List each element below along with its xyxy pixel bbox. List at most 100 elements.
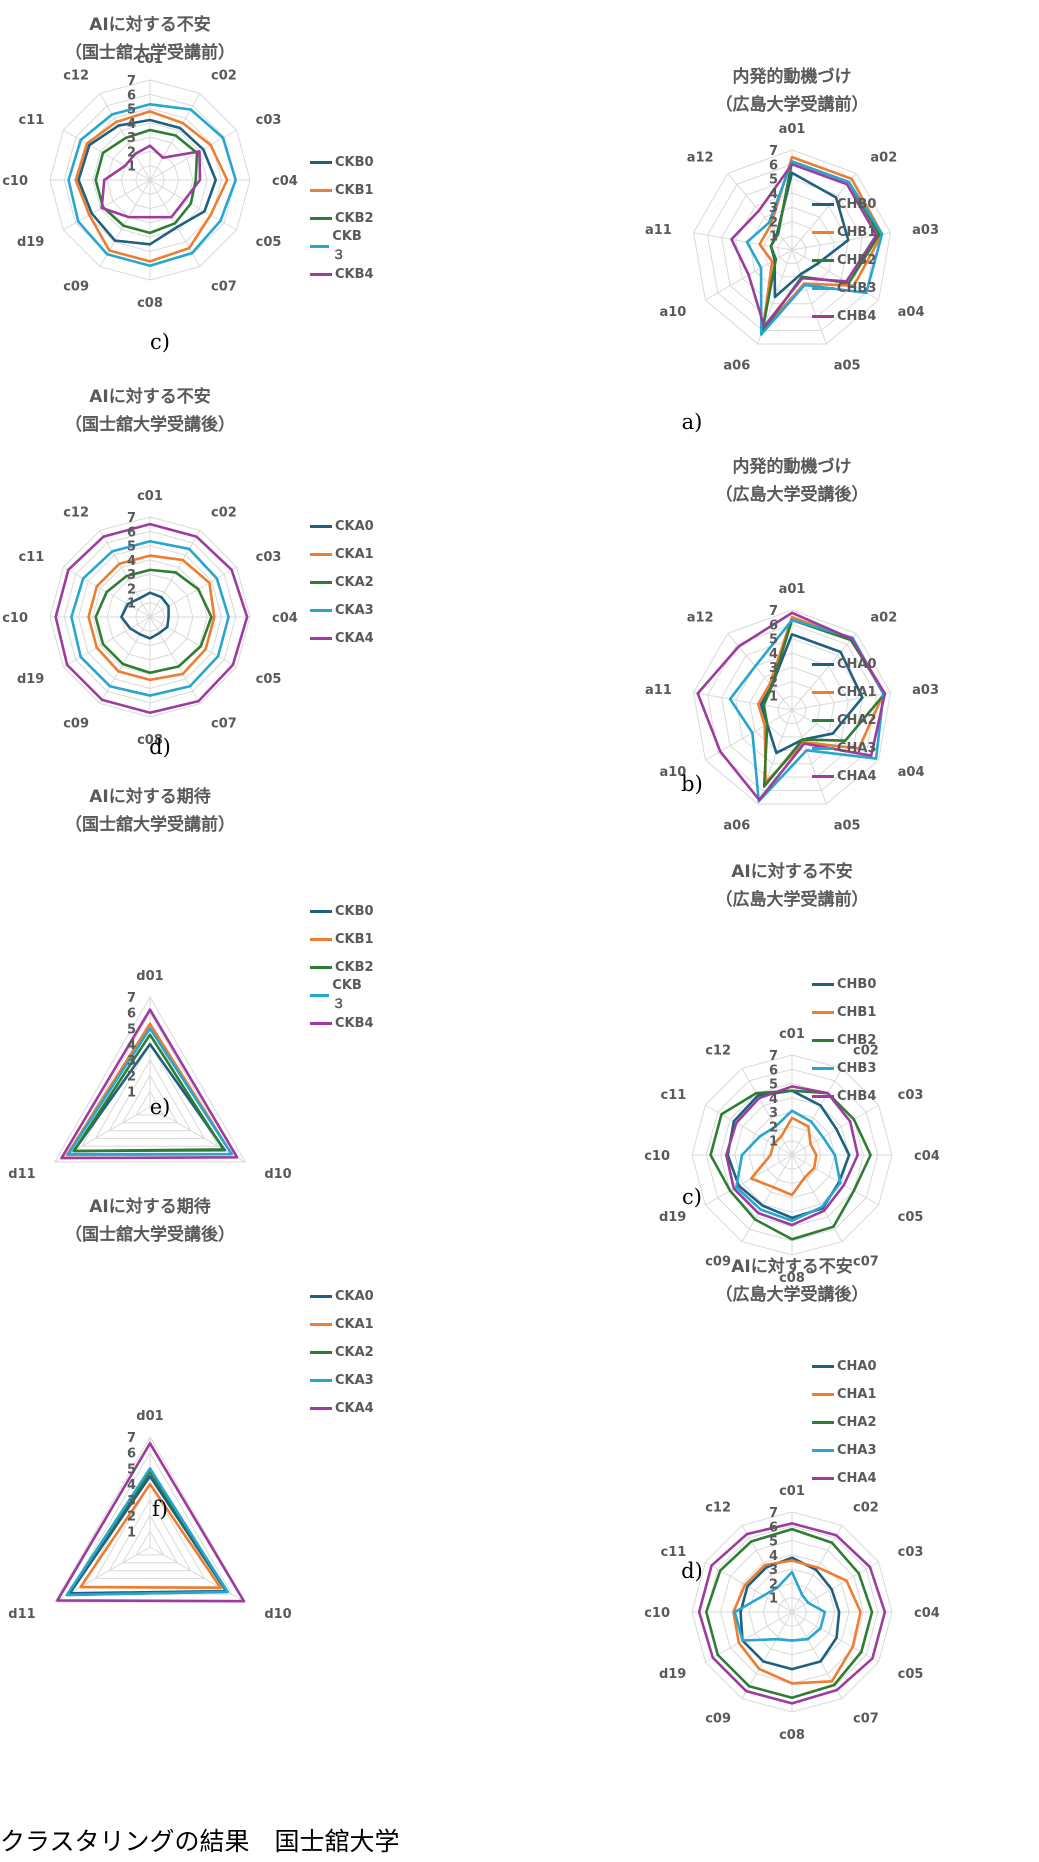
legend-label: CKB1 xyxy=(335,931,374,947)
grid-spoke xyxy=(693,692,793,711)
series-line-cha3 xyxy=(733,1570,827,1642)
tick-label: 4 xyxy=(769,1549,778,1564)
series-line-cha4 xyxy=(696,611,887,802)
panel-label: e) xyxy=(149,1095,171,1119)
axis-label: a05 xyxy=(834,819,861,834)
legend-item: CKA1 xyxy=(310,1310,374,1338)
tick-label: 7 xyxy=(769,1506,778,1521)
chart-title: 内発的動機づけ xyxy=(732,67,852,87)
grid-ring xyxy=(777,235,807,264)
tick-label: 3 xyxy=(769,661,778,676)
axis-label: a06 xyxy=(723,819,750,834)
radar-panel-hm-pre: 内発的動機づけ （広島大学受講前） 1 2 3 4 5 6 7 a01 a02 a03 a04 a05 a0… xyxy=(645,67,1039,490)
legend-item: CKA4 xyxy=(310,624,374,652)
axis-label: c07 xyxy=(853,1255,879,1270)
tick-label: 4 xyxy=(127,1478,136,1493)
legend-swatch xyxy=(812,1476,834,1480)
legend-label: CKA3 xyxy=(335,1372,374,1388)
legend-label: CHA2 xyxy=(837,1414,877,1430)
legend-swatch xyxy=(812,314,834,318)
legend-item: CHB1 xyxy=(812,218,876,246)
series-line-cka3 xyxy=(70,539,230,697)
series-line-cha0 xyxy=(759,632,864,755)
tick-label: 2 xyxy=(127,582,136,597)
grid-spoke xyxy=(99,179,151,267)
tick-label: 4 xyxy=(127,117,136,132)
grid-ring xyxy=(94,1043,206,1139)
tick-label: 5 xyxy=(769,1535,778,1550)
legend-label: CKB2 xyxy=(335,959,374,975)
grid-spoke xyxy=(791,249,827,345)
grid-ring xyxy=(692,149,892,345)
axis-label: c09 xyxy=(705,1712,731,1727)
axis-label: c02 xyxy=(211,505,237,520)
chart-legend: CHA0 CHA1 CHA2 CHA3 CHA4 xyxy=(812,1352,877,1492)
legend-swatch xyxy=(310,937,332,941)
axis-label: a05 xyxy=(834,359,861,374)
tick-label: 6 xyxy=(769,1520,778,1535)
legend-swatch xyxy=(812,286,834,290)
series-line-cka1 xyxy=(87,554,216,682)
axis-label: d11 xyxy=(8,1167,35,1182)
chart-legend: CHB0 CHB1 CHB2 CHB3 CHB4 xyxy=(812,970,876,1110)
series-line-cha1 xyxy=(732,1559,862,1685)
legend-label: CKA2 xyxy=(335,574,374,590)
tick-label: 5 xyxy=(127,1022,136,1037)
legend-swatch xyxy=(310,1378,332,1382)
legend-swatch xyxy=(310,580,332,584)
axis-label: c10 xyxy=(644,1149,670,1164)
legend-swatch xyxy=(310,1294,332,1298)
legend-label: CKB2 xyxy=(335,210,374,226)
chart-subtitle: （国士舘大学受講前） xyxy=(65,43,235,63)
legend-swatch xyxy=(812,1094,834,1098)
axis-label: c12 xyxy=(705,1043,731,1058)
axis-label: c05 xyxy=(256,235,282,250)
legend-swatch xyxy=(812,1420,834,1424)
legend-item: CHA3 xyxy=(812,1436,877,1464)
axis-label: c04 xyxy=(914,1606,940,1621)
axis-label: c09 xyxy=(63,717,89,732)
grid-ring xyxy=(749,666,835,751)
series-line-cha2 xyxy=(704,1527,874,1700)
legend-item: CHB3 xyxy=(812,274,876,302)
tick-label: 1 xyxy=(769,690,778,705)
legend-swatch xyxy=(812,690,834,694)
grid-spoke xyxy=(99,93,151,181)
axis-label: c12 xyxy=(63,505,89,520)
grid-spoke xyxy=(791,633,857,711)
legend-item: CKB4 xyxy=(310,260,374,288)
grid-spoke xyxy=(149,93,201,181)
legend-item: CHA1 xyxy=(812,1380,877,1408)
grid-spoke xyxy=(693,232,793,251)
legend-swatch xyxy=(812,1066,834,1070)
grid-spoke xyxy=(741,1525,793,1613)
legend-swatch xyxy=(310,993,330,997)
axis-label: c04 xyxy=(272,611,298,626)
grid-spoke xyxy=(791,709,879,761)
axis-label: d01 xyxy=(136,969,163,984)
series-line-cka4 xyxy=(54,522,249,715)
legend-label: CHB2 xyxy=(837,1032,877,1048)
chart-subtitle: （広島大学受講前） xyxy=(715,95,869,115)
grid-ring xyxy=(735,652,849,765)
axis-label: a10 xyxy=(659,765,686,780)
axis-label: c01 xyxy=(779,1027,805,1042)
axis-label: c01 xyxy=(779,1484,805,1499)
legend-swatch xyxy=(812,1038,834,1042)
axis-label: a01 xyxy=(779,582,806,597)
legend-item: CHA4 xyxy=(812,762,877,790)
grid-spoke xyxy=(791,1154,879,1206)
axis-label: d10 xyxy=(264,1607,291,1622)
legend-item: CHB0 xyxy=(812,970,876,998)
legend-label: CHA1 xyxy=(837,684,877,700)
legend-label: CHB4 xyxy=(837,1088,877,1104)
axis-label: c03 xyxy=(256,113,282,128)
legend-swatch xyxy=(812,1448,834,1452)
tick-label: 3 xyxy=(127,1054,136,1069)
tick-label: 3 xyxy=(769,1563,778,1578)
axis-label: a03 xyxy=(912,683,939,698)
tick-label: 7 xyxy=(127,991,136,1006)
legend-item: CKA2 xyxy=(310,568,374,596)
